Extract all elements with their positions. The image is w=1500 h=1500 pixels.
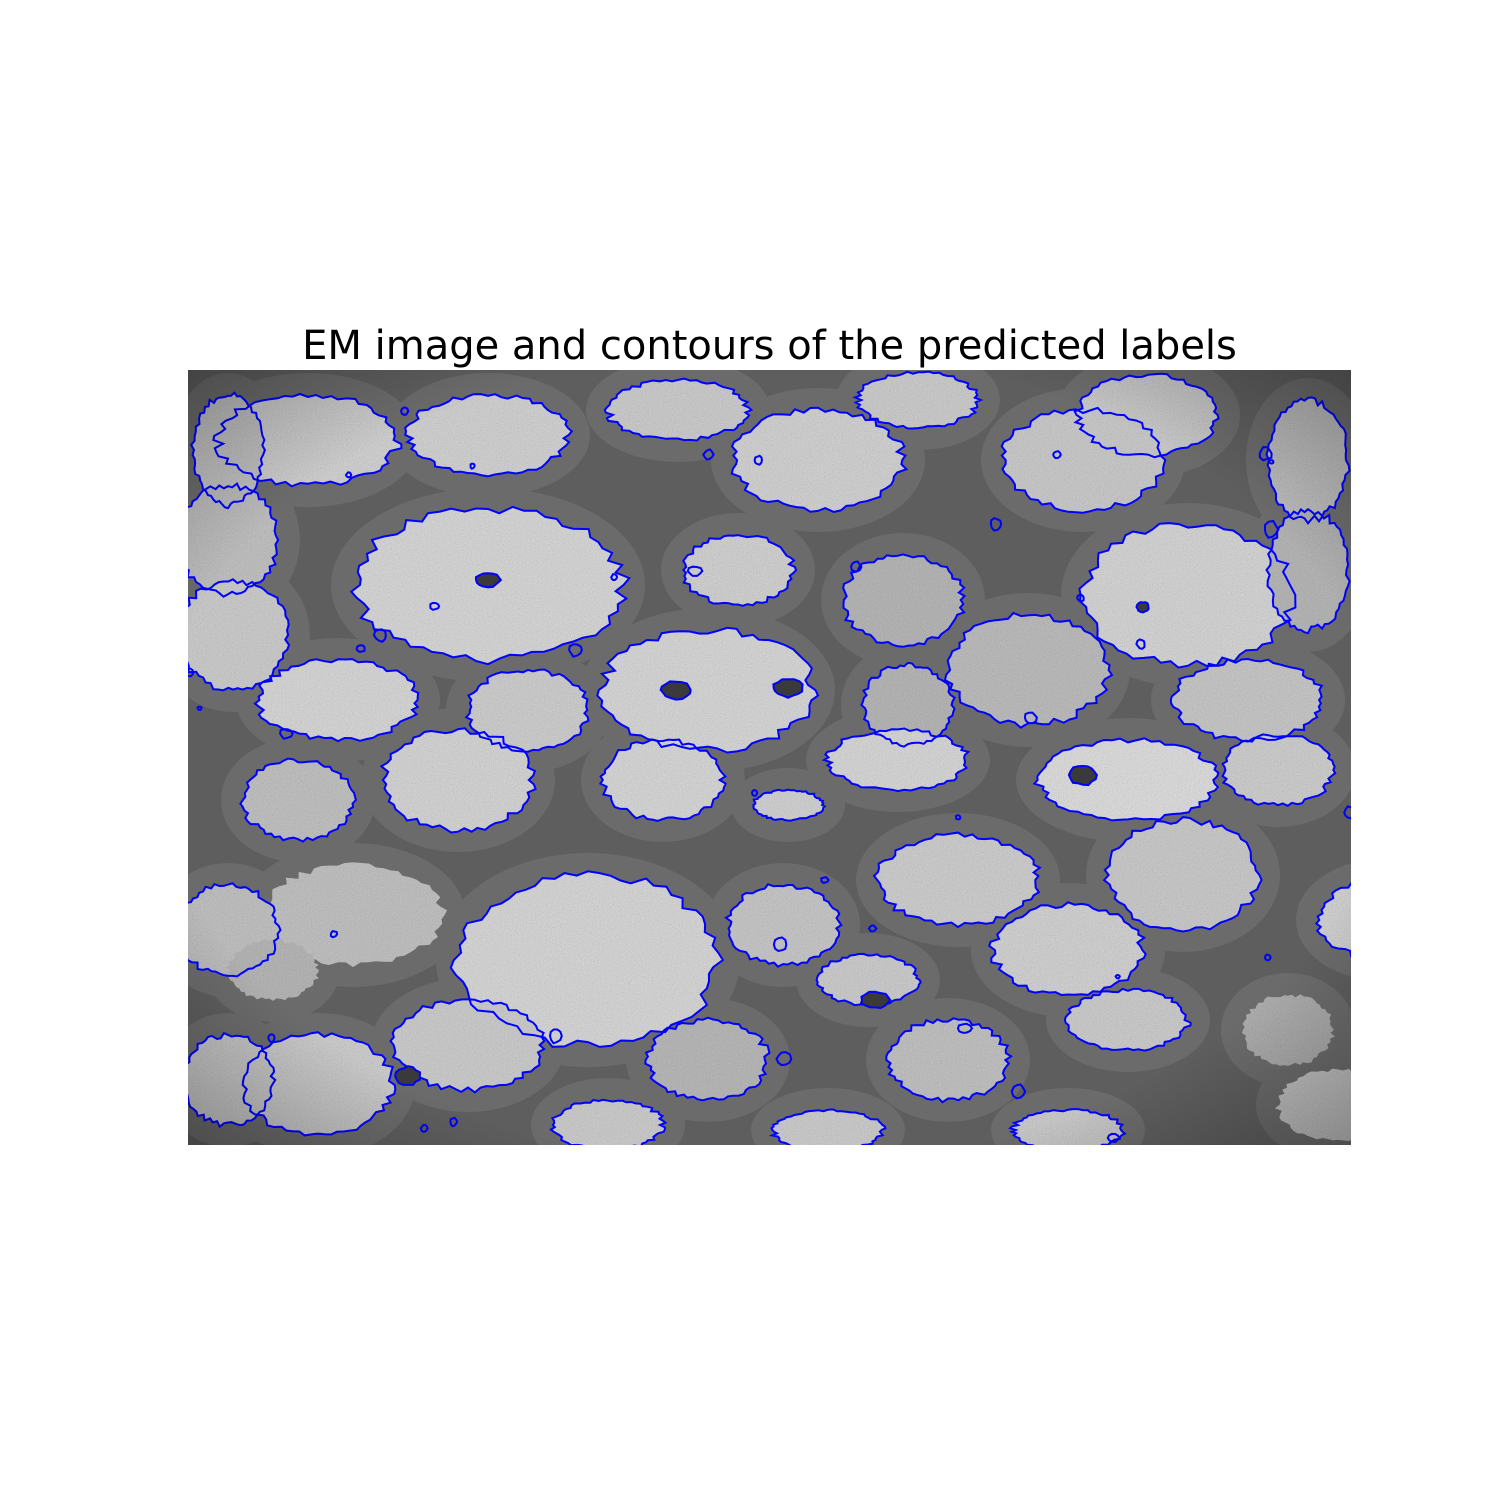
em-image-panel (188, 370, 1351, 1145)
figure-title: EM image and contours of the predicted l… (302, 323, 1237, 369)
vignette (188, 370, 1351, 1145)
em-image-with-contours (188, 370, 1351, 1145)
